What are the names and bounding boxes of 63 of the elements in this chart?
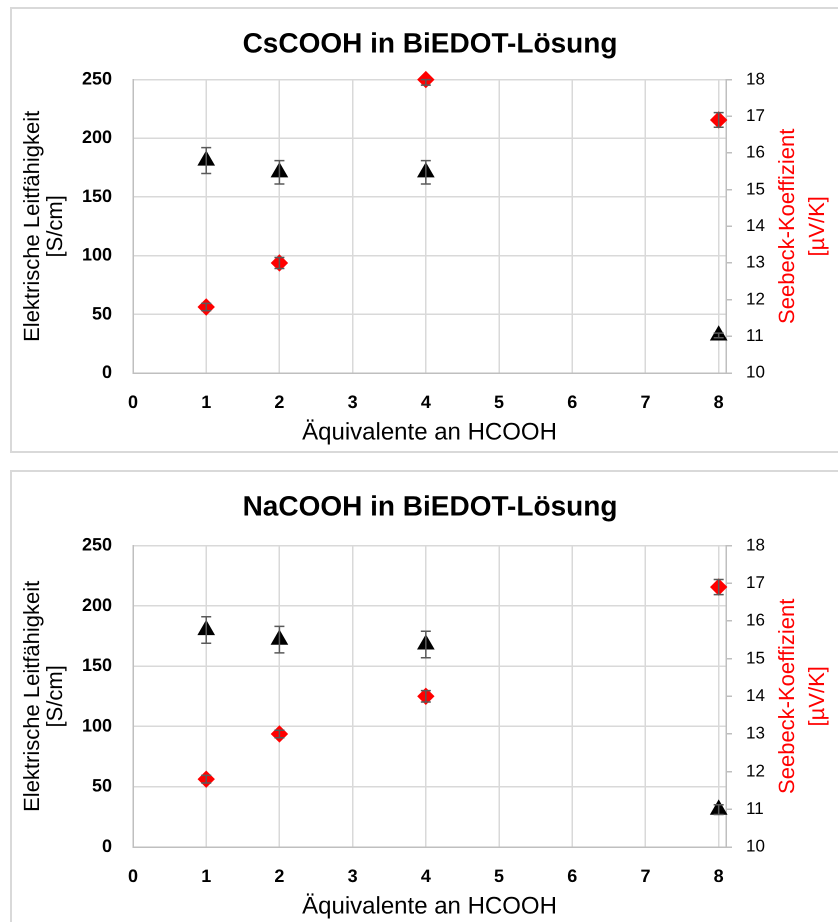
y2-tick-label: 13 <box>746 252 765 272</box>
y2-tick-label: 15 <box>746 648 765 668</box>
y-tick-label: 250 <box>82 534 112 555</box>
x-tick-label: 0 <box>128 392 138 412</box>
y2-tick-label: 14 <box>746 686 765 705</box>
y2-tick-label: 12 <box>746 761 765 780</box>
x-tick-label: 1 <box>201 392 212 412</box>
y-tick-label: 150 <box>82 655 112 676</box>
x-tick-label: 6 <box>567 866 578 886</box>
y2-axis-title: Seebeck-Koeffizient [µV/K] <box>774 598 830 794</box>
y-axis-title: Elektrische Leitfähigkeit [S/cm] <box>19 110 68 342</box>
x-tick-label: 8 <box>714 392 724 412</box>
y2-tick-label: 17 <box>746 106 765 125</box>
point <box>710 578 728 596</box>
x-axis-title: Äquivalente an HCOOH <box>302 418 557 446</box>
x-tick-label: 8 <box>714 866 724 886</box>
x-tick-label: 5 <box>494 866 504 886</box>
point <box>198 770 215 788</box>
y-tick-label: 250 <box>82 68 112 89</box>
point <box>710 111 728 128</box>
y2-tick-label: 16 <box>746 610 765 630</box>
chart-title: CsCOOH in BiEDOT-Lösung <box>242 28 618 59</box>
y-tick-label: 100 <box>82 244 112 265</box>
point <box>198 298 215 316</box>
y2-tick-label: 17 <box>746 572 765 592</box>
y2-tick-label: 11 <box>746 326 764 346</box>
y-tick-label: 50 <box>92 776 112 796</box>
x-tick-label: 3 <box>348 866 358 886</box>
y-tick-label: 100 <box>82 715 112 736</box>
y2-tick-label: 13 <box>746 724 765 743</box>
y2-tick-label: 15 <box>746 179 765 198</box>
y2-tick-label: 10 <box>746 362 765 382</box>
x-tick-label: 5 <box>494 392 504 412</box>
y2-tick-label: 10 <box>746 836 765 856</box>
y2-tick-label: 16 <box>746 142 765 162</box>
y2-tick-label: 12 <box>746 289 765 308</box>
x-tick-label: 7 <box>640 392 650 412</box>
x-tick-label: 4 <box>420 866 431 886</box>
y2-tick-label: 18 <box>746 69 765 88</box>
y-tick-label: 0 <box>102 362 112 382</box>
y-tick-label: 150 <box>82 186 112 206</box>
x-tick-label: 2 <box>274 866 284 886</box>
y2-tick-label: 18 <box>746 535 765 554</box>
x-tick-label: 0 <box>128 866 138 886</box>
x-tick-label: 4 <box>420 392 431 412</box>
x-tick-label: 1 <box>201 866 212 886</box>
y-tick-label: 200 <box>82 594 112 615</box>
chart-title: NaCOOH in BiEDOT-Lösung <box>242 490 618 522</box>
y-tick-label: 50 <box>92 303 112 324</box>
x-tick-label: 2 <box>274 392 284 412</box>
point <box>417 688 434 705</box>
x-axis-title: Äquivalente an HCOOH <box>302 892 557 920</box>
x-tick-label: 7 <box>640 866 650 886</box>
y2-tick-label: 11 <box>746 799 764 818</box>
y2-tick-label: 14 <box>746 216 765 235</box>
point <box>270 725 288 742</box>
point <box>270 254 288 272</box>
x-tick-label: 3 <box>348 392 358 412</box>
x-tick-label: 6 <box>567 392 578 412</box>
y-tick-label: 0 <box>102 836 112 856</box>
y-axis-title: Elektrische Leitfähigkeit [S/cm] <box>19 580 68 812</box>
y2-axis-title: Seebeck-Koeffizient [µV/K] <box>774 128 830 324</box>
y-tick-label: 200 <box>82 127 112 148</box>
